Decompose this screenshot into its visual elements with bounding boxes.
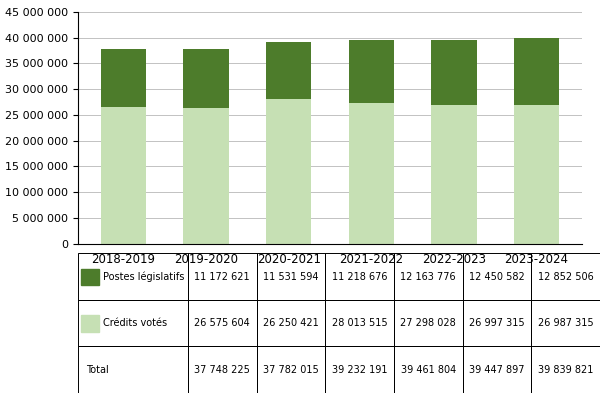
Bar <box>82 269 98 285</box>
Bar <box>463 253 532 300</box>
Bar <box>463 300 532 347</box>
Bar <box>514 105 559 244</box>
Text: 39 839 821: 39 839 821 <box>538 365 593 375</box>
Bar <box>394 347 463 393</box>
Text: 37 748 225: 37 748 225 <box>194 365 250 375</box>
Text: 26 997 315: 26 997 315 <box>469 318 525 328</box>
Bar <box>257 253 325 300</box>
Bar <box>349 103 394 244</box>
Text: 26 575 604: 26 575 604 <box>194 318 250 328</box>
Bar <box>431 40 476 105</box>
Bar <box>78 300 188 347</box>
Bar <box>257 347 325 393</box>
Bar <box>325 253 394 300</box>
Text: Postes législatifs: Postes législatifs <box>103 272 185 282</box>
Bar <box>188 347 257 393</box>
Bar <box>431 105 476 244</box>
Text: Total: Total <box>86 365 109 375</box>
Text: 26 987 315: 26 987 315 <box>538 318 593 328</box>
Bar <box>78 253 188 300</box>
Bar <box>184 108 229 244</box>
Bar <box>266 99 311 244</box>
Bar <box>349 40 394 103</box>
Bar <box>101 49 146 107</box>
Bar <box>532 253 600 300</box>
Bar <box>532 300 600 347</box>
Bar <box>325 347 394 393</box>
Bar <box>188 300 257 347</box>
Text: Crédits votés: Crédits votés <box>103 318 167 328</box>
Bar <box>78 347 188 393</box>
Text: 26 250 421: 26 250 421 <box>263 318 319 328</box>
Text: 12 163 776: 12 163 776 <box>400 272 456 282</box>
Text: 37 782 015: 37 782 015 <box>263 365 319 375</box>
Text: 28 013 515: 28 013 515 <box>332 318 388 328</box>
Bar <box>394 300 463 347</box>
Bar <box>266 42 311 99</box>
Text: 27 298 028: 27 298 028 <box>400 318 456 328</box>
Bar <box>325 300 394 347</box>
Text: 11 218 676: 11 218 676 <box>332 272 388 282</box>
Text: 39 232 191: 39 232 191 <box>332 365 388 375</box>
Bar <box>394 253 463 300</box>
Text: 11 172 621: 11 172 621 <box>194 272 250 282</box>
Bar <box>188 253 257 300</box>
Bar <box>82 315 98 332</box>
Bar <box>184 49 229 108</box>
Bar <box>532 347 600 393</box>
Text: 12 852 506: 12 852 506 <box>538 272 593 282</box>
Text: 12 450 582: 12 450 582 <box>469 272 525 282</box>
Bar <box>257 300 325 347</box>
Text: 39 461 804: 39 461 804 <box>401 365 456 375</box>
Text: 11 531 594: 11 531 594 <box>263 272 319 282</box>
Bar <box>463 347 532 393</box>
Bar <box>514 39 559 105</box>
Bar <box>101 107 146 244</box>
Text: 39 447 897: 39 447 897 <box>469 365 525 375</box>
